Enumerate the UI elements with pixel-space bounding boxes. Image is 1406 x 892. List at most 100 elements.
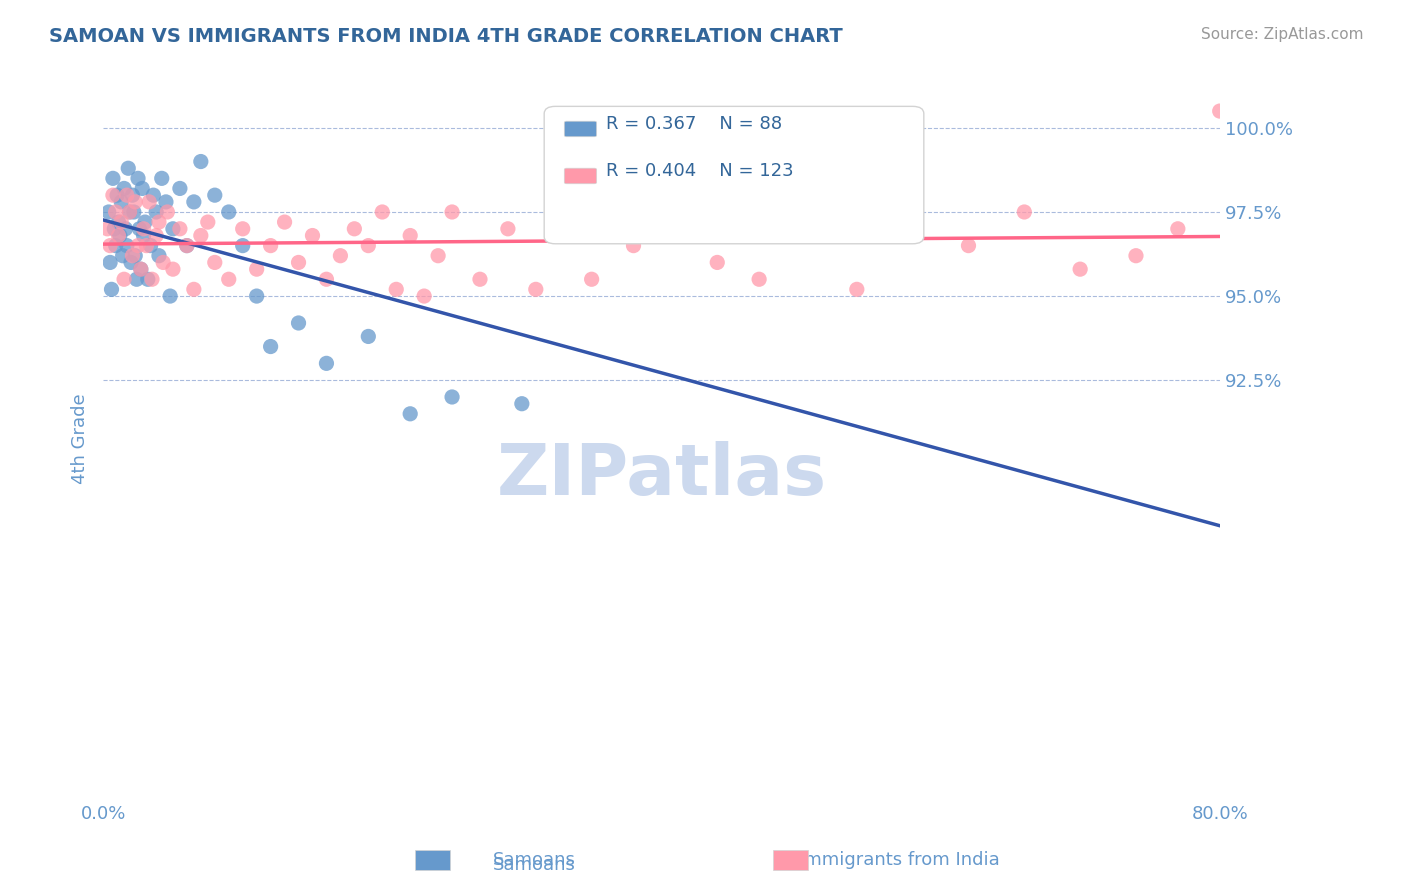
Point xyxy=(132,228,155,243)
FancyBboxPatch shape xyxy=(544,106,924,244)
FancyBboxPatch shape xyxy=(564,121,596,136)
Point xyxy=(357,238,380,252)
Point xyxy=(218,272,240,286)
Point xyxy=(107,215,129,229)
Point xyxy=(1125,249,1147,263)
Point xyxy=(121,188,143,202)
Point xyxy=(1069,262,1091,277)
Text: Samoans: Samoans xyxy=(494,856,575,874)
Point xyxy=(112,272,135,286)
Point xyxy=(148,215,170,229)
Point xyxy=(427,249,450,263)
Point xyxy=(329,249,352,263)
Point xyxy=(441,390,464,404)
Text: R = 0.367    N = 88: R = 0.367 N = 88 xyxy=(606,115,782,134)
Point xyxy=(357,329,380,343)
Point xyxy=(101,188,124,202)
Point xyxy=(197,215,219,229)
Text: R = 0.404    N = 123: R = 0.404 N = 123 xyxy=(606,162,793,180)
Text: Source: ZipAtlas.com: Source: ZipAtlas.com xyxy=(1201,27,1364,42)
Point xyxy=(104,205,127,219)
FancyBboxPatch shape xyxy=(564,169,596,184)
Point xyxy=(273,215,295,229)
Point xyxy=(124,194,146,209)
Point xyxy=(136,272,159,286)
Point xyxy=(1014,205,1036,219)
Point xyxy=(112,181,135,195)
Point xyxy=(121,249,143,263)
Point xyxy=(134,215,156,229)
Point xyxy=(159,289,181,303)
Point xyxy=(845,282,868,296)
Point xyxy=(118,205,141,219)
Point xyxy=(399,228,422,243)
Point xyxy=(129,262,152,277)
Point xyxy=(156,205,179,219)
Point xyxy=(748,272,770,286)
Point xyxy=(183,194,205,209)
Bar xyxy=(773,850,808,870)
Point xyxy=(100,282,122,296)
Point xyxy=(110,215,132,229)
Point xyxy=(145,205,167,219)
Point xyxy=(118,205,141,219)
Point xyxy=(104,238,127,252)
Point xyxy=(101,171,124,186)
Point xyxy=(162,262,184,277)
Point xyxy=(343,222,366,236)
Point xyxy=(246,289,269,303)
Point xyxy=(204,188,226,202)
Point xyxy=(246,262,269,277)
Point xyxy=(127,238,149,252)
Point xyxy=(957,238,980,252)
Point xyxy=(110,194,132,209)
Point xyxy=(111,249,134,263)
Point xyxy=(141,272,163,286)
Point xyxy=(96,222,118,236)
Point xyxy=(145,228,167,243)
Point xyxy=(623,238,645,252)
Point xyxy=(496,222,519,236)
Point xyxy=(105,188,128,202)
Point xyxy=(128,222,150,236)
Point xyxy=(1209,104,1232,119)
Point xyxy=(150,171,173,186)
Point xyxy=(107,228,129,243)
Point xyxy=(623,137,645,152)
Point xyxy=(371,205,394,219)
Text: SAMOAN VS IMMIGRANTS FROM INDIA 4TH GRADE CORRELATION CHART: SAMOAN VS IMMIGRANTS FROM INDIA 4TH GRAD… xyxy=(49,27,844,45)
Y-axis label: 4th Grade: 4th Grade xyxy=(72,393,89,484)
Point xyxy=(124,249,146,263)
Point xyxy=(232,238,254,252)
Point xyxy=(901,222,924,236)
Point xyxy=(131,181,153,195)
Point xyxy=(138,194,160,209)
Point xyxy=(664,194,686,209)
Point xyxy=(287,316,309,330)
Point xyxy=(135,238,157,252)
Point xyxy=(510,397,533,411)
Point xyxy=(115,238,138,252)
Point xyxy=(98,255,121,269)
Point xyxy=(553,215,575,229)
Point xyxy=(127,171,149,186)
Point xyxy=(155,194,177,209)
Point xyxy=(129,262,152,277)
Point xyxy=(114,222,136,236)
Text: ZIPatlas: ZIPatlas xyxy=(496,441,827,509)
Point xyxy=(581,272,603,286)
Point xyxy=(315,356,337,370)
Point xyxy=(287,255,309,269)
Point xyxy=(218,205,240,219)
Point xyxy=(142,188,165,202)
Point xyxy=(441,205,464,219)
Point xyxy=(1167,222,1189,236)
Point xyxy=(259,339,281,353)
Point xyxy=(152,255,174,269)
Point xyxy=(190,154,212,169)
Point xyxy=(97,205,120,219)
Text: Immigrants from India: Immigrants from India xyxy=(800,851,1000,869)
Point xyxy=(139,238,162,252)
Point xyxy=(399,407,422,421)
Point xyxy=(790,228,813,243)
